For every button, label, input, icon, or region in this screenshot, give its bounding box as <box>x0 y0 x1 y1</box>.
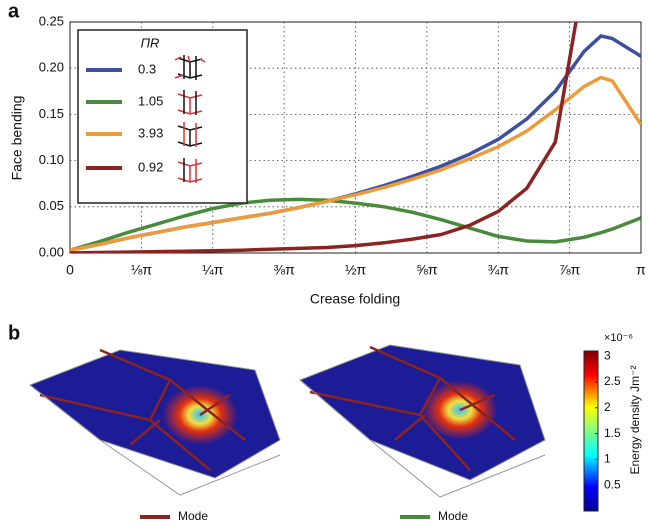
x-tick-label: ⅝π <box>416 262 438 278</box>
legend-box <box>77 29 248 204</box>
legend: ΠR 0.3 1.05 3.93 0.92 <box>77 29 248 204</box>
y-tick-label: 0.10 <box>39 152 64 167</box>
y-tick-label: 0.25 <box>39 13 64 28</box>
plot-frame <box>69 21 642 254</box>
legend-label: 1.05 <box>138 93 163 108</box>
x-axis-label: Crease folding <box>310 291 400 307</box>
legend-label: 0.3 <box>138 61 156 76</box>
legend-label: Mode <box>178 509 208 523</box>
colorbar-tick-label: 1 <box>604 452 611 466</box>
x-tick-label: π <box>636 262 646 278</box>
y-axis-label: Face bending <box>9 96 25 181</box>
colorbar <box>583 350 599 512</box>
x-tick-label: ⅜π <box>273 262 295 278</box>
colorbar-tick-label: 2 <box>604 400 611 414</box>
y-tick-label: 0.05 <box>39 198 64 213</box>
series-line <box>70 197 641 252</box>
crease-icons <box>174 55 206 183</box>
y-tick-label: 0.00 <box>39 244 64 259</box>
legend-title: ΠR <box>141 35 160 50</box>
y-tick-label: 0.15 <box>39 106 64 121</box>
x-tick-label: ¼π <box>202 262 224 278</box>
y-tick-label: 0.20 <box>39 60 64 75</box>
panel-label: b <box>8 322 20 344</box>
x-tick-label: ½π <box>345 262 367 278</box>
colorbar-tick-label: 0.5 <box>604 477 621 491</box>
mode-render <box>29 344 546 498</box>
legend-label: 3.93 <box>138 125 163 140</box>
colorbar-multiplier: ×10⁻⁶ <box>604 332 633 344</box>
colorbar-tick-label: 1.5 <box>604 426 621 440</box>
colorbar-label: Energy density Jm⁻² <box>628 365 642 474</box>
series-line <box>70 22 578 253</box>
legend-label: Mode <box>438 509 468 523</box>
x-tick-label: 0 <box>66 262 74 278</box>
panel-label: a <box>8 0 20 22</box>
colorbar-tick-label: 3 <box>604 348 611 362</box>
legend-label: 0.92 <box>138 159 163 174</box>
series-line <box>70 75 641 252</box>
x-tick-label: ⅛π <box>131 262 153 278</box>
x-tick-label: ⅞π <box>559 262 581 278</box>
x-tick-label: ¾π <box>488 262 510 278</box>
colorbar-tick-label: 2.5 <box>604 374 621 388</box>
